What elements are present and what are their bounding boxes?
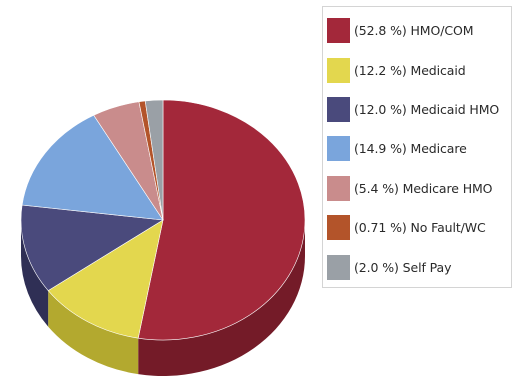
legend-item-no-fault-wc[interactable]: (0.71 %) No Fault/WC — [327, 208, 511, 247]
pie-side-hmo-com — [138, 220, 305, 376]
pie-slice-medicare[interactable] — [21, 114, 164, 221]
legend-item-hmo-com[interactable]: (52.8 %) HMO/COM — [327, 11, 511, 50]
legend-item-medicare[interactable]: (14.9 %) Medicare — [327, 129, 511, 168]
chart-legend: (52.8 %) HMO/COM (12.2 %) Medicaid (12.0… — [322, 6, 512, 288]
legend-item-medicaid[interactable]: (12.2 %) Medicaid — [327, 50, 511, 89]
legend-item-self-pay[interactable]: (2.0 %) Self Pay — [327, 247, 511, 286]
legend-swatch-no-fault-wc — [327, 215, 350, 241]
legend-swatch-medicare-hmo — [327, 175, 350, 201]
legend-swatch-self-pay — [327, 254, 350, 280]
pie-slice-hmo-com[interactable] — [137, 99, 306, 341]
legend-swatch-medicaid — [327, 57, 350, 83]
legend-label-medicaid-hmo: (12.0 %) Medicaid HMO — [354, 101, 500, 117]
pie-side-medicaid-hmo — [21, 220, 49, 327]
legend-item-medicaid-hmo[interactable]: (12.0 %) Medicaid HMO — [327, 90, 511, 129]
legend-swatch-medicare — [327, 136, 350, 162]
legend-label-no-fault-wc: (0.71 %) No Fault/WC — [354, 220, 486, 236]
legend-label-medicare-hmo: (5.4 %) Medicare HMO — [354, 180, 493, 196]
legend-label-medicaid: (12.2 %) Medicaid — [354, 62, 466, 78]
legend-item-medicare-hmo[interactable]: (5.4 %) Medicare HMO — [327, 169, 511, 208]
pie-slice-medicaid-hmo[interactable] — [20, 204, 164, 291]
legend-label-self-pay: (2.0 %) Self Pay — [354, 259, 452, 275]
legend-label-medicare: (14.9 %) Medicare — [354, 141, 467, 157]
pie-slice-medicaid[interactable] — [47, 219, 164, 339]
pie-slice-self-pay[interactable] — [144, 99, 164, 221]
legend-swatch-medicaid-hmo — [327, 96, 350, 122]
legend-swatch-hmo-com — [327, 18, 350, 44]
legend-label-hmo-com: (52.8 %) HMO/COM — [354, 23, 474, 39]
